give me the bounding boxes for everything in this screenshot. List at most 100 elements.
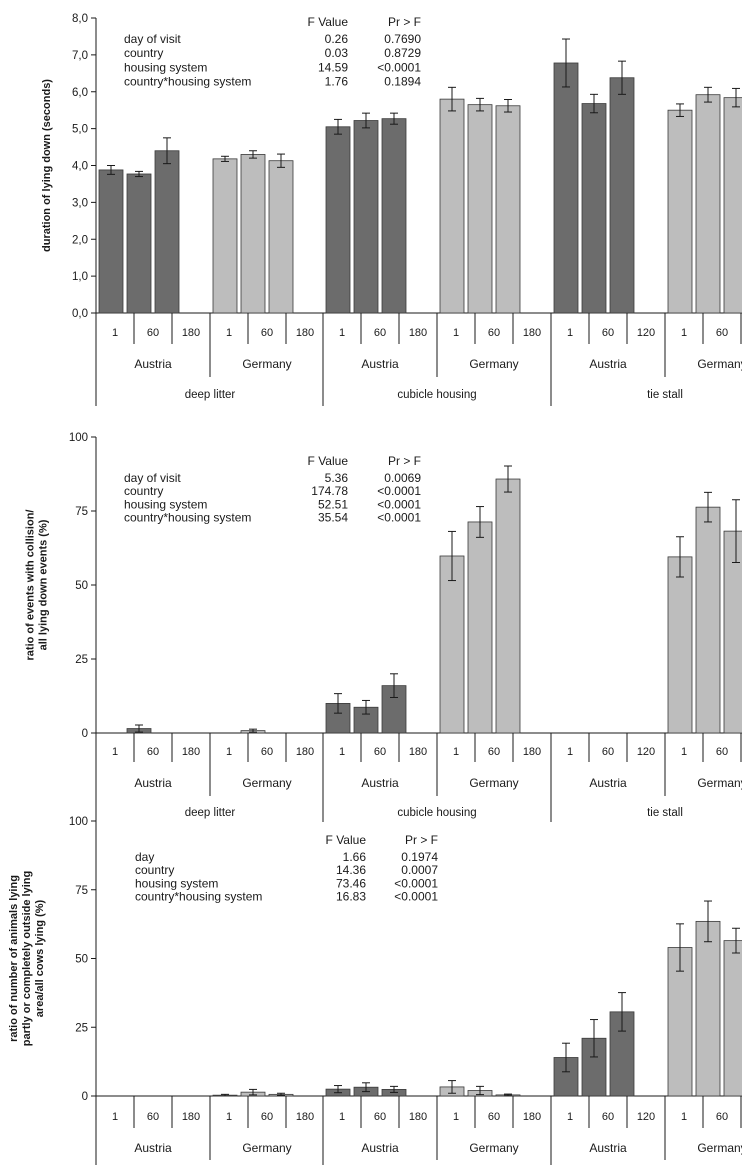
y-tick-label: 25 [75, 654, 88, 666]
bar [439, 555, 465, 734]
x-category-label: 60 [602, 746, 614, 758]
x-category-label: 1 [453, 1111, 459, 1123]
stats-term: country [124, 46, 163, 60]
x-category-label: 60 [147, 1111, 159, 1123]
x-category-label: 60 [374, 746, 386, 758]
stats-f-value: 174.78 [311, 484, 348, 498]
bar [98, 169, 124, 314]
x-category-label: 1 [112, 327, 118, 339]
bar [439, 98, 465, 314]
bar [381, 118, 407, 314]
country-label: Germany [697, 357, 742, 371]
stats-f-value: 14.36 [336, 863, 366, 877]
stats-header-p: Pr > F [405, 833, 438, 847]
country-label: Austria [361, 776, 399, 790]
stats-header-p: Pr > F [388, 454, 421, 468]
x-category-label: 180 [182, 746, 200, 758]
x-category-label: 180 [409, 1111, 427, 1123]
bar [240, 154, 266, 314]
bar [581, 103, 607, 314]
x-category-label: 120 [637, 1111, 655, 1123]
stats-term: country*housing system [124, 75, 251, 89]
x-category-label: 180 [296, 1111, 314, 1123]
x-category-label: 1 [453, 327, 459, 339]
x-category-label: 120 [637, 327, 655, 339]
x-category-label: 1 [567, 1111, 573, 1123]
stats-term: country*housing system [124, 511, 251, 525]
stats-term: housing system [124, 497, 207, 511]
bar [154, 150, 180, 314]
y-axis-label: ratio of events with collision/all lying… [25, 510, 50, 661]
housing-label: deep litter [185, 807, 236, 819]
y-tick-label: 75 [75, 506, 88, 518]
stats-header-p: Pr > F [388, 15, 421, 29]
y-tick-label: 7,0 [72, 50, 88, 62]
stats-f-value: 5.36 [325, 471, 349, 485]
y-tick-label: 75 [75, 885, 88, 897]
x-category-label: 60 [716, 746, 728, 758]
country-label: Germany [469, 776, 518, 790]
x-category-label: 1 [112, 1111, 118, 1123]
x-category-label: 1 [339, 327, 345, 339]
bar [553, 62, 579, 314]
stats-term: country [135, 863, 174, 877]
chart-panel-2: 0 25 50 75 100 ratio of events with collision… [25, 432, 742, 822]
y-axis-label: duration of lying down (seconds) [41, 79, 53, 252]
x-category-label: 1 [567, 746, 573, 758]
x-category-label: 180 [523, 327, 541, 339]
y-tick-label: 2,0 [72, 234, 88, 246]
chart-panel-3: 0 25 50 75 100 ratio of number of animals lyi… [8, 816, 742, 1165]
x-category-label: 60 [374, 327, 386, 339]
y-axis-label: ratio of number of animals lyingpartly o… [8, 871, 46, 1046]
y-tick-label: 4,0 [72, 161, 88, 173]
bar [695, 920, 721, 1097]
stats-f-value: 52.51 [318, 497, 348, 511]
housing-label: cubicle housing [397, 807, 476, 819]
x-category-label: 60 [488, 746, 500, 758]
x-category-label: 180 [409, 746, 427, 758]
country-label: Germany [697, 776, 742, 790]
x-category-label: 60 [716, 1111, 728, 1123]
x-category-label: 180 [523, 746, 541, 758]
stats-p-value: <0.0001 [377, 484, 421, 498]
stats-f-value: 0.03 [325, 46, 349, 60]
country-label: Austria [134, 1141, 172, 1155]
stats-header-f: F Value [326, 833, 367, 847]
country-label: Austria [361, 357, 399, 371]
x-category-label: 180 [296, 327, 314, 339]
x-category-label: 60 [488, 327, 500, 339]
bar [667, 556, 693, 734]
y-tick-label: 50 [75, 954, 88, 966]
stats-p-value: 0.1894 [384, 75, 421, 89]
y-tick-label: 100 [69, 816, 88, 828]
bar [467, 521, 493, 734]
y-tick-label: 3,0 [72, 197, 88, 209]
stats-term: day [135, 850, 154, 864]
x-category-label: 60 [147, 327, 159, 339]
x-category-label: 60 [261, 1111, 273, 1123]
x-category-label: 1 [681, 1111, 687, 1123]
housing-label: deep litter [185, 389, 236, 401]
bar [325, 126, 351, 314]
country-label: Austria [589, 776, 627, 790]
bar [467, 104, 493, 314]
x-category-label: 60 [261, 327, 273, 339]
bar [353, 120, 379, 314]
stats-f-value: 1.76 [325, 75, 349, 89]
stats-p-value: 0.0069 [384, 471, 421, 485]
bar [609, 77, 635, 314]
x-category-label: 60 [488, 1111, 500, 1123]
housing-label: cubicle housing [397, 389, 476, 401]
country-label: Germany [469, 357, 518, 371]
stats-term: country [124, 484, 163, 498]
country-label: Germany [242, 1141, 291, 1155]
stats-term: day of visit [124, 471, 181, 485]
x-category-label: 60 [147, 746, 159, 758]
country-label: Austria [361, 1141, 399, 1155]
bar [495, 478, 521, 734]
stats-term: housing system [135, 876, 218, 890]
stats-f-value: 16.83 [336, 890, 366, 904]
stats-header-f: F Value [308, 15, 349, 29]
y-tick-label: 100 [69, 432, 88, 444]
